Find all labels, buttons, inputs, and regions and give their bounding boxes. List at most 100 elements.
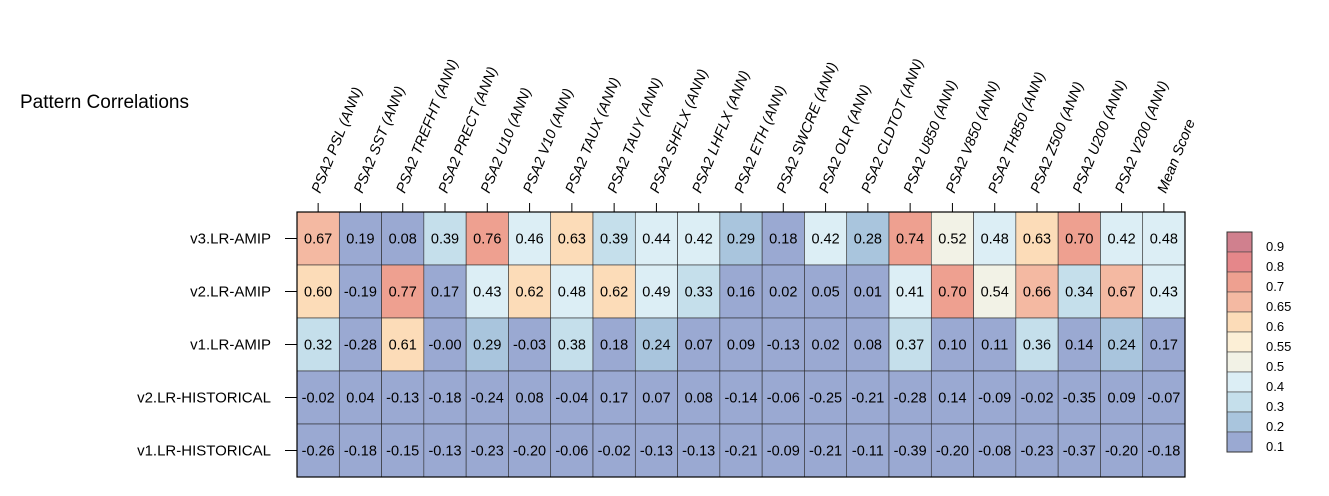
heatmap-cell: [465, 264, 509, 319]
cell-value: -0.20: [936, 444, 969, 460]
colorbar-label: 0.9: [1266, 239, 1284, 254]
heatmap-cell: [508, 317, 552, 372]
heatmap-cell: [634, 370, 678, 425]
cell-value: 0.61: [389, 338, 417, 354]
heatmap-cell: [465, 423, 509, 478]
row-label: v2.LR-HISTORICAL: [137, 390, 271, 407]
heatmap-cell: [508, 264, 552, 319]
row-label: v1.LR-AMIP: [190, 337, 271, 354]
heatmap-cell: [550, 211, 594, 266]
cell-value: -0.28: [894, 391, 927, 407]
cell-value: -0.21: [851, 391, 884, 407]
heatmap-cell: [930, 211, 974, 266]
heatmap-cell: [846, 264, 890, 319]
cell-value: 0.05: [811, 285, 839, 301]
heatmap-cell: [592, 370, 636, 425]
cell-value: 0.09: [727, 338, 755, 354]
cell-value: 0.07: [685, 338, 713, 354]
cell-value: -0.18: [1147, 444, 1180, 460]
heatmap-cell: [381, 370, 425, 425]
colorbar-swatch: [1226, 271, 1253, 293]
heatmap-cell: [846, 423, 890, 478]
cell-value: -0.13: [767, 338, 800, 354]
colorbar-label: 0.6: [1266, 319, 1284, 334]
heatmap-cell: [634, 317, 678, 372]
row-label: v1.LR-HISTORICAL: [137, 443, 271, 460]
cell-value: 0.17: [431, 285, 459, 301]
cell-value: 0.62: [600, 285, 628, 301]
cell-value: 0.02: [769, 285, 797, 301]
heatmap-cell: [804, 370, 848, 425]
cell-value: -0.21: [724, 444, 757, 460]
heatmap-frame: [296, 211, 1186, 478]
heatmap-cell: [719, 317, 763, 372]
heatmap-cell: [423, 370, 467, 425]
cell-value: 0.42: [811, 232, 839, 248]
heatmap-cell: [1100, 211, 1144, 266]
heatmap-cell: [550, 370, 594, 425]
column-labels: PSA2 PSL (ANN)PSA2 SST (ANN)PSA2 TREFHT …: [309, 57, 1199, 212]
heatmap-cell: [465, 211, 509, 266]
heatmap-cell: [1100, 264, 1144, 319]
cell-value: 0.14: [1065, 338, 1093, 354]
colorbar-label: 0.5: [1266, 359, 1284, 374]
cell-value: -0.20: [513, 444, 546, 460]
cell-value: 0.17: [600, 391, 628, 407]
cell-value: 0.18: [600, 338, 628, 354]
cell-value: -0.11: [852, 444, 884, 460]
cell-value: 0.76: [473, 232, 501, 248]
cell-value: -0.02: [598, 444, 631, 460]
cell-value: 0.19: [346, 232, 374, 248]
cell-value: -0.35: [1063, 391, 1096, 407]
cell-value: -0.00: [428, 338, 461, 354]
heatmap-cell: [1057, 370, 1101, 425]
cell-value: 0.70: [1065, 232, 1093, 248]
cell-value: -0.02: [302, 391, 335, 407]
cell-value: 0.17: [1150, 338, 1178, 354]
heatmap-cell: [508, 423, 552, 478]
cell-value: -0.04: [555, 391, 588, 407]
cell-value: -0.39: [894, 444, 927, 460]
cell-value: 0.14: [938, 391, 966, 407]
row-labels: v3.LR-AMIP v2.LR-AMIP v1.LR-AMIP v2.LR-HIST…: [137, 231, 297, 460]
cell-value: 0.63: [1023, 232, 1051, 248]
heatmap-cell: [592, 423, 636, 478]
heatmap-cell: [634, 264, 678, 319]
heatmap-cell: [846, 370, 890, 425]
cell-value: 0.16: [727, 285, 755, 301]
cell-value: 0.29: [473, 338, 501, 354]
cell-value: 0.08: [685, 391, 713, 407]
cell-value: 0.02: [811, 338, 839, 354]
cell-value: -0.37: [1063, 444, 1096, 460]
chart-title: Pattern Correlations: [20, 92, 189, 113]
cell-value: 0.37: [896, 338, 924, 354]
heatmap-cell: [888, 317, 932, 372]
heatmap-cell: [930, 317, 974, 372]
heatmap-cell: [1015, 423, 1059, 478]
cell-value: 0.28: [854, 232, 882, 248]
heatmap-cell: [550, 423, 594, 478]
cell-value: 0.44: [642, 232, 670, 248]
cell-value: 0.11: [981, 338, 1008, 354]
colorbar-swatch: [1226, 351, 1253, 373]
heatmap-cell: [761, 370, 805, 425]
cell-value: 0.63: [558, 232, 586, 248]
cell-value: -0.15: [386, 444, 419, 460]
colorbar-label: 0.2: [1266, 419, 1284, 434]
colorbar-label: 0.3: [1266, 399, 1284, 414]
heatmap-cell: [973, 370, 1017, 425]
heatmap-cell: [888, 370, 932, 425]
cell-value: -0.18: [428, 391, 461, 407]
heatmap-cell: [508, 370, 552, 425]
cell-value: 0.70: [938, 285, 966, 301]
colorbar-swatch: [1226, 331, 1253, 353]
cell-value: -0.23: [1020, 444, 1053, 460]
cell-value: 0.60: [304, 285, 332, 301]
heatmap-cell: [1142, 423, 1186, 478]
heatmap-cell: [846, 317, 890, 372]
colorbar-swatch: [1226, 291, 1253, 313]
heatmap-cell: [296, 370, 340, 425]
cell-value: -0.20: [1105, 444, 1138, 460]
heatmap-cell: [1057, 423, 1101, 478]
